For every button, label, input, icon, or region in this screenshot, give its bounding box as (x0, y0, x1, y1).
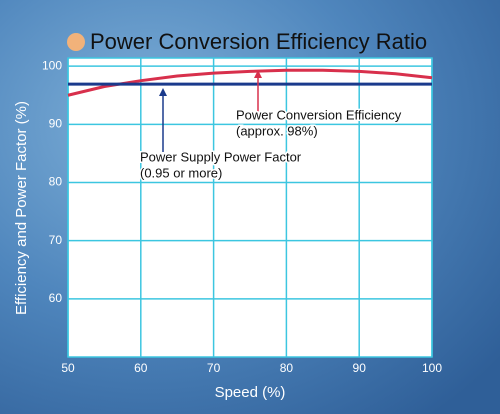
x-tick-label: 70 (207, 361, 221, 375)
y-tick-label: 60 (49, 291, 63, 305)
annotation-text: (0.95 or more) (140, 165, 222, 180)
plot-area (68, 58, 432, 357)
title-bullet (67, 33, 85, 51)
series-line (67, 68, 433, 97)
y-axis-label: Efficiency and Power Factor (%) (13, 101, 30, 315)
x-tick-label: 60 (134, 361, 148, 375)
y-tick-label: 100 (42, 58, 62, 72)
annotation-text: Power Supply Power Factor (140, 149, 302, 164)
x-tick-label: 100 (422, 361, 442, 375)
plot-frame (67, 57, 433, 358)
x-tick-label: 50 (61, 361, 75, 375)
chart-title: Power Conversion Efficiency Ratio (90, 29, 427, 54)
annotation-text: (approx. 98%) (236, 123, 318, 138)
x-axis-label: Speed (%) (215, 384, 286, 401)
annotation-text: Power Conversion Efficiency (236, 107, 402, 122)
y-tick-label: 70 (49, 233, 63, 247)
x-tick-label: 80 (280, 361, 294, 375)
y-tick-label: 90 (49, 116, 63, 130)
annotation-arrowhead (159, 88, 167, 96)
annotation-arrowhead (254, 70, 262, 78)
x-tick-label: 90 (353, 361, 367, 375)
y-tick-label: 80 (49, 175, 63, 189)
